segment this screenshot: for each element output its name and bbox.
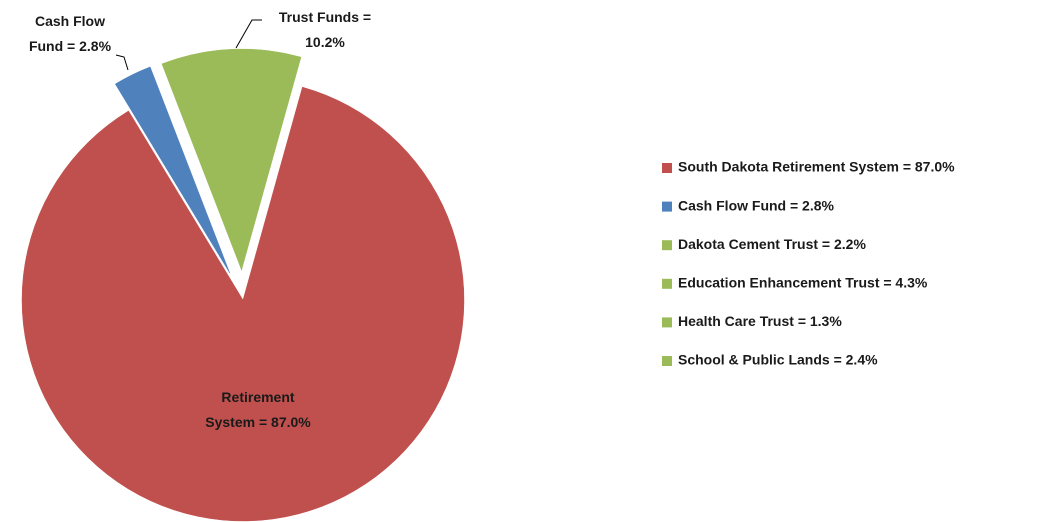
legend-label: Dakota Cement Trust = 2.2% xyxy=(678,236,866,252)
slice-group xyxy=(114,66,231,274)
legend-label: South Dakota Retirement System = 87.0% xyxy=(678,159,955,175)
slice-group xyxy=(161,48,302,271)
data-label-line: 10.2% xyxy=(305,34,345,50)
legend-swatch xyxy=(662,278,672,289)
pie-slice xyxy=(241,50,302,271)
legend-label: Education Enhancement Trust = 4.3% xyxy=(678,275,928,291)
legend-label: School & Public Lands = 2.4% xyxy=(678,352,878,368)
data-label-line: Cash Flow xyxy=(35,13,105,29)
data-label-line: System = 87.0% xyxy=(205,414,311,430)
leader-line xyxy=(235,19,262,49)
data-label: Retirement System = 87.0% xyxy=(205,389,311,430)
data-label-line: Retirement xyxy=(221,389,294,405)
data-label: Trust Funds = 10.2% xyxy=(279,9,371,50)
legend-label: Health Care Trust = 1.3% xyxy=(678,313,842,329)
data-label: Cash Flow Fund = 2.8% xyxy=(29,13,112,54)
data-label-line: Fund = 2.8% xyxy=(29,38,112,54)
legend-swatch xyxy=(662,356,672,366)
slice-group xyxy=(21,86,465,522)
pie-slice xyxy=(21,86,465,522)
legend-swatch xyxy=(662,201,672,212)
pie-slice xyxy=(114,66,231,274)
leader-line xyxy=(115,54,129,71)
legend-swatch xyxy=(662,240,672,251)
legend-swatch xyxy=(662,163,672,173)
data-label-line: Trust Funds = xyxy=(279,9,371,25)
legend-label: Cash Flow Fund = 2.8% xyxy=(678,197,835,213)
legend-swatch xyxy=(662,317,672,328)
